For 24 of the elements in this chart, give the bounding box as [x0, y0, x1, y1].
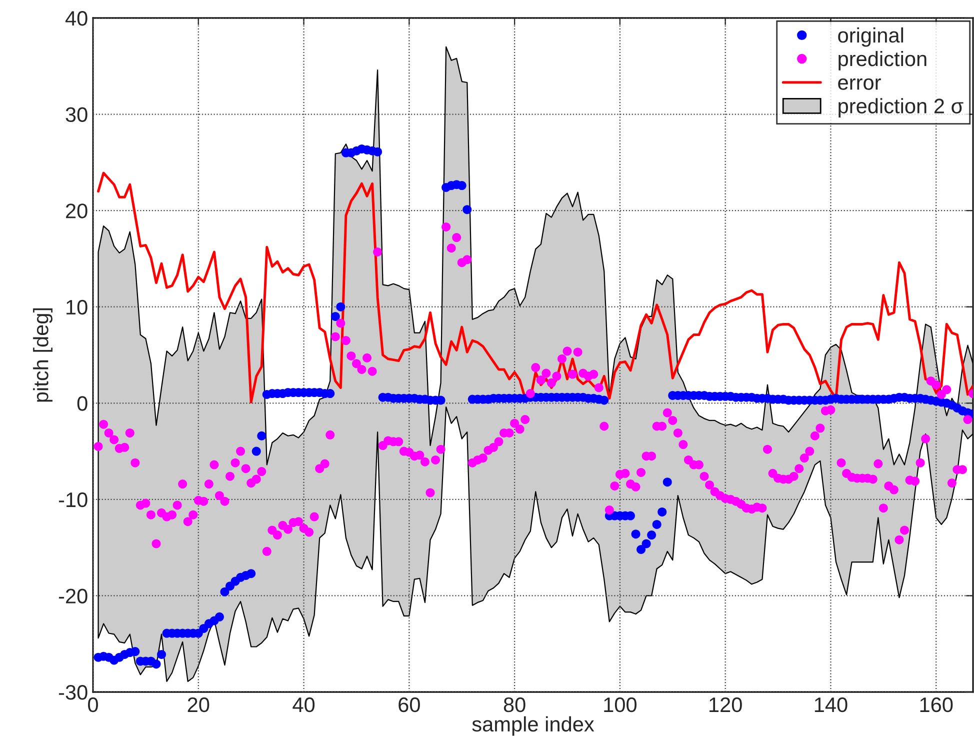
x-tick-label: 0	[88, 697, 98, 712]
line-series	[97, 172, 973, 404]
x-tick-label: 140	[814, 697, 848, 712]
legend-label: error	[838, 78, 881, 90]
x-tick-label: 120	[710, 697, 742, 712]
y-tick-label: -20	[58, 588, 88, 604]
y-axis-title: pitch [deg]	[33, 308, 52, 402]
x-tick-label: 60	[398, 697, 420, 712]
y-tick-label: 40	[65, 11, 88, 26]
y-tick-label: 20	[66, 204, 88, 218]
x-tick-label: 160	[920, 697, 953, 712]
x-tick-label: 40	[292, 697, 315, 712]
x-axis-title: sample index	[472, 716, 594, 736]
x-tick-label: 100	[604, 697, 637, 712]
x-tick-label: 80	[504, 697, 526, 712]
y-tick-label: -30	[58, 685, 88, 700]
y-tick-label: -10	[58, 492, 88, 508]
y-tick-label: 0	[77, 396, 88, 411]
legend-label: prediction	[838, 50, 926, 70]
x-tick-label: 20	[188, 697, 210, 712]
legend-label: original	[838, 27, 904, 47]
y-tick-label: 30	[66, 107, 88, 122]
y-tick-label: 10	[66, 300, 88, 315]
legend-label: prediction 2 σ	[838, 98, 964, 118]
